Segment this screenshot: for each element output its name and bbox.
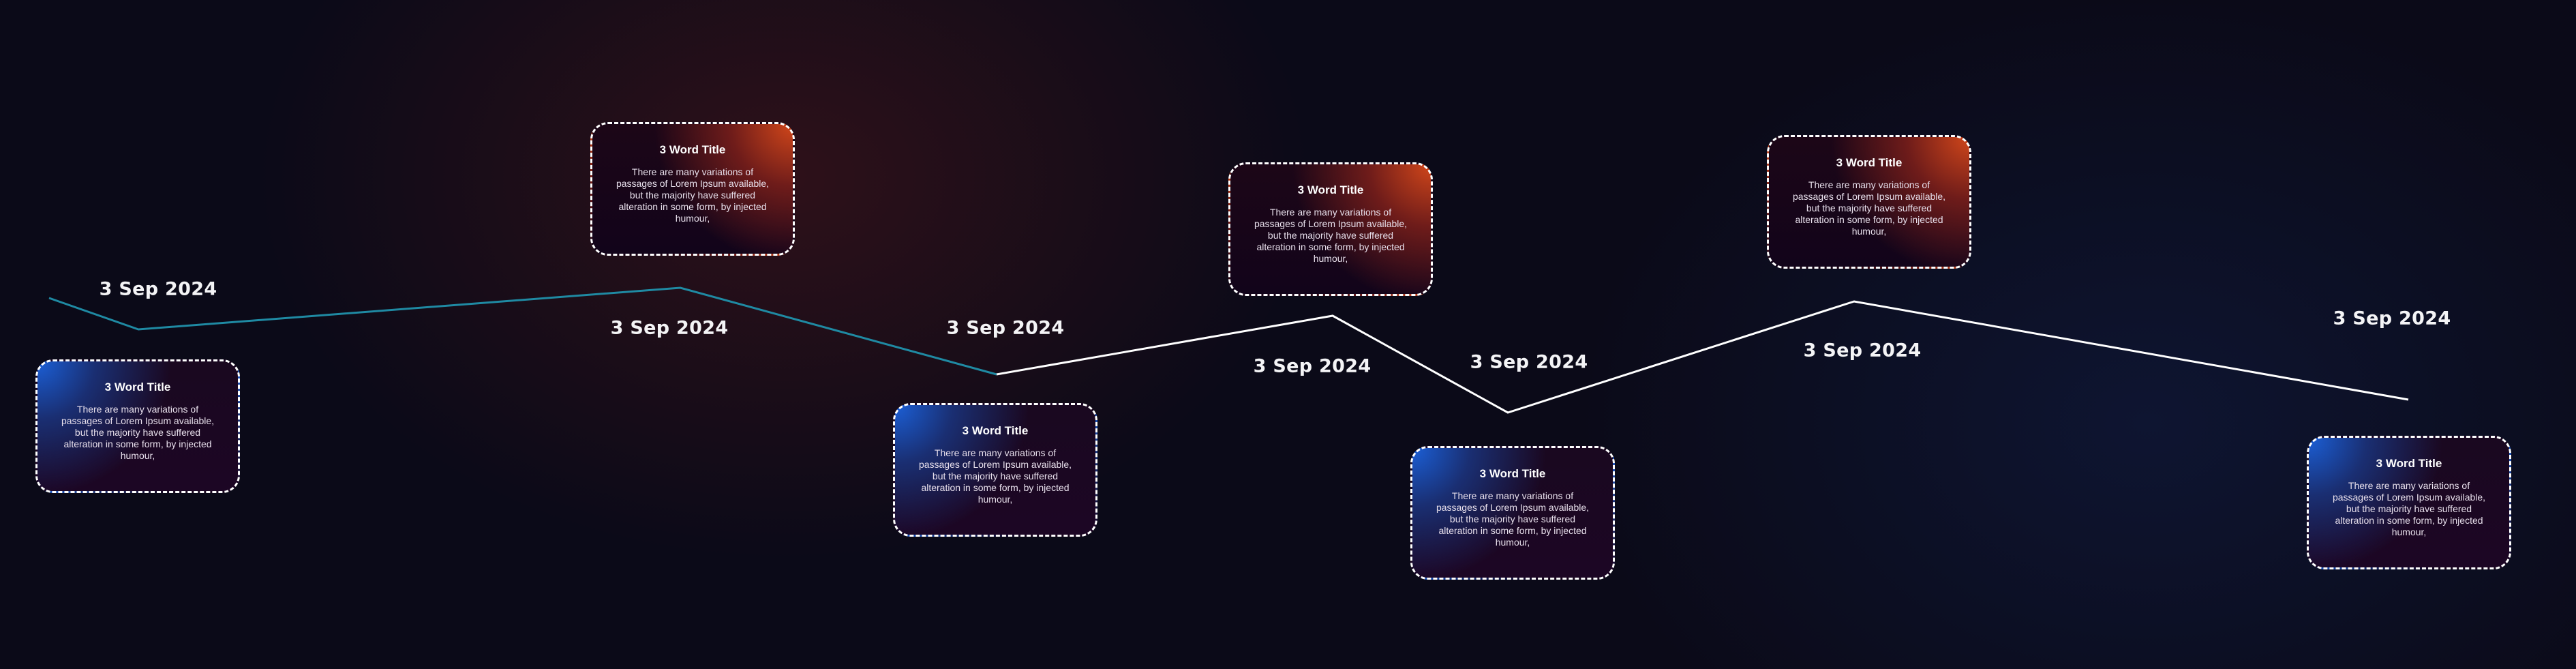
milestone-date: 3 Sep 2024 bbox=[2333, 308, 2451, 329]
milestone-date: 3 Sep 2024 bbox=[610, 317, 729, 339]
milestone-card: 3 Word Title There are many variations o… bbox=[1767, 135, 1971, 269]
card-title: 3 Word Title bbox=[1479, 467, 1546, 480]
milestone-date: 3 Sep 2024 bbox=[99, 278, 217, 300]
milestone-card: 3 Word Title There are many variations o… bbox=[2307, 436, 2511, 569]
card-title: 3 Word Title bbox=[1836, 156, 1903, 169]
milestone-date: 3 Sep 2024 bbox=[1470, 351, 1588, 373]
card-description: There are many variations of passages of… bbox=[1254, 207, 1408, 264]
milestone-card: 3 Word Title There are many variations o… bbox=[1410, 446, 1615, 580]
milestone-date: 3 Sep 2024 bbox=[1253, 355, 1372, 377]
milestone-card: 3 Word Title There are many variations o… bbox=[35, 359, 240, 493]
card-title: 3 Word Title bbox=[1297, 183, 1364, 196]
card-title: 3 Word Title bbox=[659, 143, 726, 156]
card-description: There are many variations of passages of… bbox=[1436, 490, 1590, 548]
milestone-date: 3 Sep 2024 bbox=[946, 317, 1065, 339]
milestone-card: 3 Word Title There are many variations o… bbox=[893, 403, 1097, 537]
card-description: There are many variations of passages of… bbox=[2332, 480, 2486, 537]
card-title: 3 Word Title bbox=[962, 424, 1029, 437]
card-description: There are many variations of passages of… bbox=[918, 447, 1072, 505]
milestone-date: 3 Sep 2024 bbox=[1803, 340, 1922, 361]
card-description: There are many variations of passages of… bbox=[61, 404, 215, 461]
card-description: There are many variations of passages of… bbox=[1792, 179, 1946, 237]
timeline-segment-white bbox=[996, 300, 2409, 414]
card-title: 3 Word Title bbox=[2376, 457, 2442, 470]
timeline-segment-teal bbox=[48, 286, 997, 376]
milestone-card: 3 Word Title There are many variations o… bbox=[1228, 162, 1433, 296]
card-title: 3 Word Title bbox=[104, 381, 171, 393]
card-description: There are many variations of passages of… bbox=[616, 166, 770, 224]
milestone-card: 3 Word Title There are many variations o… bbox=[590, 122, 795, 256]
